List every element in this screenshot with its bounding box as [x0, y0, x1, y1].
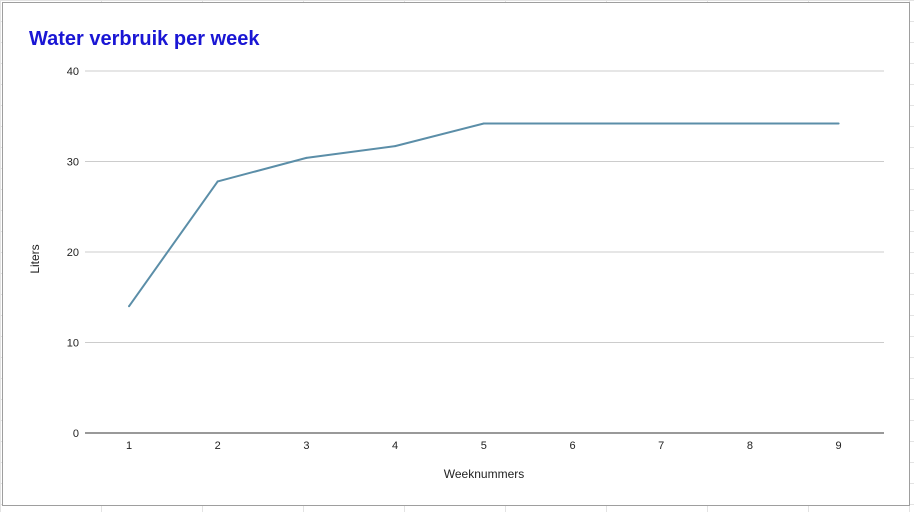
y-axis-title: Liters	[28, 244, 42, 273]
x-tick-label: 6	[569, 440, 575, 452]
x-tick-label: 8	[747, 440, 753, 452]
x-tick-label: 7	[658, 440, 664, 452]
y-axis: 0 10 20 30 40	[67, 66, 79, 440]
y-tick-label: 30	[67, 157, 79, 169]
y-tick-label: 10	[67, 338, 79, 350]
y-tick-label: 40	[67, 66, 79, 78]
y-tick-label: 0	[73, 428, 79, 440]
data-point	[571, 122, 574, 125]
x-tick-label: 2	[215, 440, 221, 452]
data-point	[305, 156, 308, 159]
data-point	[128, 305, 130, 308]
gridlines	[85, 70, 884, 343]
data-point	[482, 122, 485, 125]
x-tick-label: 3	[303, 440, 309, 452]
series-line	[128, 122, 839, 307]
data-point	[837, 122, 840, 125]
y-tick-label: 20	[67, 247, 79, 259]
chart-container[interactable]: Water verbruik per week 0 10 20 30 40 1 2 3 4 5 6…	[2, 2, 910, 506]
x-tick-label: 5	[481, 440, 487, 452]
line-chart: 0 10 20 30 40 1 2 3 4 5 6 7 8 9 Liters Weeknummers	[28, 66, 884, 481]
data-point	[394, 145, 397, 148]
data-point	[660, 122, 663, 125]
x-axis-title: Weeknummers	[444, 467, 524, 481]
data-point	[748, 122, 751, 125]
x-tick-label: 9	[836, 440, 842, 452]
data-point	[216, 180, 219, 183]
x-tick-label: 4	[392, 440, 398, 452]
chart-title: Water verbruik per week	[29, 28, 260, 50]
x-tick-label: 1	[126, 440, 132, 452]
series-group	[128, 122, 840, 308]
x-axis: 1 2 3 4 5 6 7 8 9	[126, 440, 842, 452]
